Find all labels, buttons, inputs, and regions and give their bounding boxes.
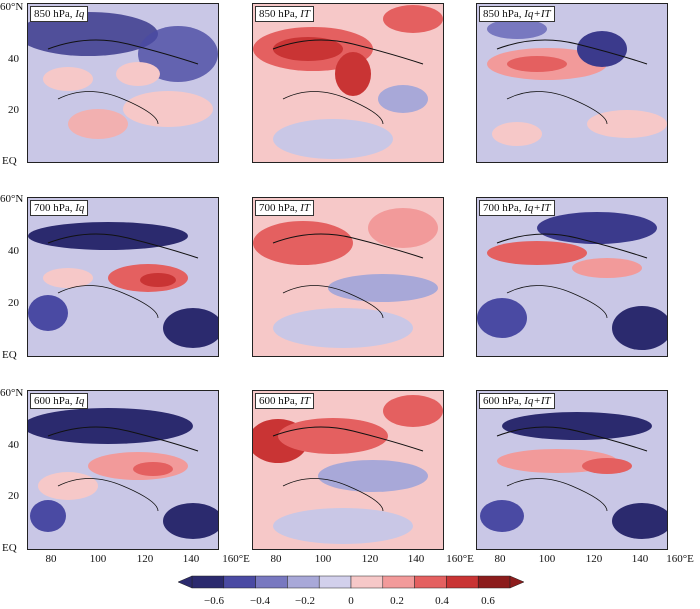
colorbar-segment <box>318 575 352 589</box>
y-tick: EQ <box>2 155 17 167</box>
map-panel-600-it: 600 hPa, IT <box>252 390 444 550</box>
colorbar-tick: 0 <box>348 595 354 607</box>
colorbar-segment <box>287 575 320 589</box>
panel-label: 600 hPa, Iq <box>30 393 89 409</box>
colorbar-segment <box>414 575 447 589</box>
x-tick: 140 <box>631 553 649 565</box>
map-panel-600-iqit: 600 hPa, Iq+IT <box>476 390 668 550</box>
y-tick: 20 <box>8 297 19 309</box>
colorbar-tick: 0.6 <box>481 595 495 607</box>
panel-label: 700 hPa, Iq <box>30 200 89 216</box>
y-tick: 40 <box>8 439 19 451</box>
colorbar-segment <box>191 575 225 589</box>
y-tick: 20 <box>8 490 19 502</box>
x-tick: 80 <box>494 553 506 565</box>
panel-label: 850 hPa, Iq <box>30 6 89 22</box>
colorbar-segment <box>446 575 479 589</box>
panel-label: 850 hPa, Iq+IT <box>479 6 555 22</box>
map-panel-850-iqit: 850 hPa, Iq+IT <box>476 3 668 163</box>
x-tick: 140 <box>407 553 425 565</box>
map-panel-850-it: 850 hPa, IT <box>252 3 444 163</box>
x-tick: 160°E <box>446 553 474 565</box>
colorbar-segment <box>477 575 511 589</box>
map-600-it-field <box>253 391 443 549</box>
map-600-iqit-field <box>477 391 667 549</box>
x-tick: 160°E <box>222 553 250 565</box>
colorbar-tick: −0.4 <box>250 595 270 607</box>
map-850-iq-field <box>28 4 218 162</box>
map-panel-700-it: 700 hPa, IT <box>252 197 444 357</box>
colorbar-min-arrow <box>177 575 193 589</box>
x-tick: 100 <box>314 553 332 565</box>
map-panel-850-iq: 850 hPa, Iq <box>27 3 219 163</box>
map-600-iq-field <box>28 391 218 549</box>
colorbar-segment <box>382 575 415 589</box>
map-850-it-field <box>253 4 443 162</box>
map-700-iq-field <box>28 198 218 356</box>
colorbar-tick: −0.2 <box>295 595 315 607</box>
x-tick: 120 <box>136 553 154 565</box>
y-tick: 60°N <box>0 387 24 399</box>
colorbar-segment <box>350 575 384 589</box>
y-tick: EQ <box>2 349 17 361</box>
map-850-iqit-field <box>477 4 667 162</box>
y-tick: 60°N <box>0 1 24 13</box>
map-panel-600-iq: 600 hPa, Iq <box>27 390 219 550</box>
panel-label: 850 hPa, IT <box>255 6 315 22</box>
colorbar-tick: −0.6 <box>204 595 224 607</box>
x-tick: 100 <box>538 553 556 565</box>
panel-label: 600 hPa, Iq+IT <box>479 393 555 409</box>
y-tick: 40 <box>8 245 19 257</box>
colorbar-ticks: −0.6 −0.4 −0.2 0 0.2 0.4 0.6 <box>176 595 526 609</box>
x-tick: 140 <box>182 553 200 565</box>
map-panel-700-iqit: 700 hPa, Iq+IT <box>476 197 668 357</box>
panel-label: 700 hPa, Iq+IT <box>479 200 555 216</box>
colorbar-max-arrow <box>509 575 525 589</box>
map-700-iqit-field <box>477 198 667 356</box>
colorbar-tick: 0.2 <box>390 595 404 607</box>
x-tick: 80 <box>270 553 282 565</box>
x-tick: 100 <box>89 553 107 565</box>
panel-label: 700 hPa, IT <box>255 200 315 216</box>
x-tick: 160°E <box>666 553 694 565</box>
y-tick: 40 <box>8 53 19 65</box>
y-tick: 20 <box>8 104 19 116</box>
colorbar-segment <box>223 575 256 589</box>
x-tick: 120 <box>361 553 379 565</box>
x-tick: 80 <box>45 553 57 565</box>
map-700-it-field <box>253 198 443 356</box>
panel-label: 600 hPa, IT <box>255 393 315 409</box>
map-panel-700-iq: 700 hPa, Iq <box>27 197 219 357</box>
colorbar-scale <box>177 575 525 589</box>
y-tick: EQ <box>2 542 17 554</box>
colorbar-tick: 0.4 <box>435 595 449 607</box>
y-tick: 60°N <box>0 193 24 205</box>
colorbar: −0.6 −0.4 −0.2 0 0.2 0.4 0.6 <box>176 574 526 608</box>
colorbar-segment <box>255 575 288 589</box>
x-tick: 120 <box>585 553 603 565</box>
